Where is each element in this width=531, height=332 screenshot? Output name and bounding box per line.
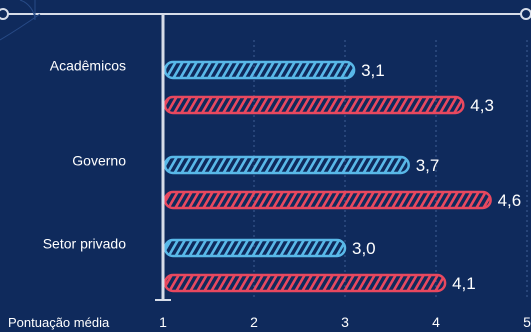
category-label-2: Governo <box>72 153 126 169</box>
value-label-2-1: 3,7 <box>416 156 440 175</box>
value-label-1-1: 3,1 <box>361 61 385 80</box>
rule-end-left <box>0 8 9 20</box>
bar-3-2 <box>163 273 447 293</box>
x-tick-label-5: 5 <box>523 314 531 330</box>
bars <box>163 60 492 293</box>
bar-1-1 <box>163 60 356 80</box>
corner-ornament <box>19 0 36 21</box>
decorative-frame <box>0 0 531 41</box>
bar-1-2 <box>163 95 465 115</box>
value-label-3-1: 3,0 <box>352 239 376 258</box>
labels: 3,1 4,3 Acadêmicos 3,7 4,6 Governo 3,0 4,1 Setor… <box>8 58 531 331</box>
x-tick-label-4: 4 <box>432 314 440 330</box>
rule-end-right <box>520 8 531 20</box>
corner-ornament-curve <box>0 13 41 41</box>
x-tick-label-3: 3 <box>341 314 349 330</box>
axis <box>155 14 171 301</box>
category-label-1: Acadêmicos <box>50 58 126 74</box>
category-label-3: Setor privado <box>43 236 126 252</box>
x-tick-label-2: 2 <box>250 314 258 330</box>
x-axis-title: Pontuação média <box>8 315 110 330</box>
bar-2-1 <box>163 155 410 175</box>
value-label-1-2: 4,3 <box>470 96 494 115</box>
x-tick-label-1: 1 <box>159 314 167 330</box>
bar-3-1 <box>163 238 347 258</box>
value-label-3-2: 4,1 <box>452 274 476 293</box>
bar-2-2 <box>163 190 492 210</box>
value-label-2-2: 4,6 <box>498 191 522 210</box>
